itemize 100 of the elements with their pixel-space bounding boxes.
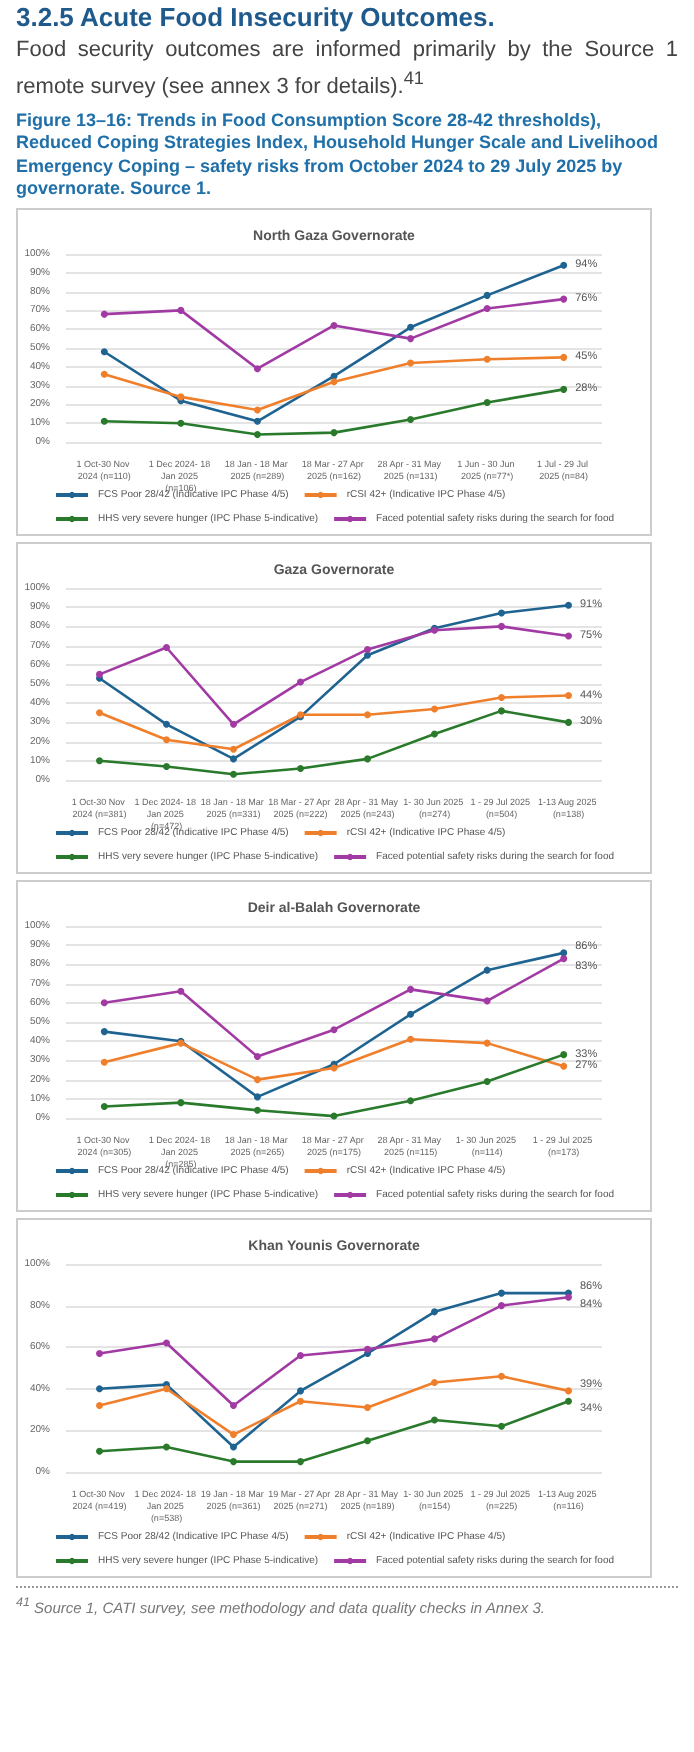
point (163, 643, 170, 651)
point (560, 353, 568, 361)
point (163, 735, 170, 743)
point (297, 764, 304, 772)
point (230, 1442, 237, 1450)
point (565, 691, 572, 699)
point (407, 358, 415, 366)
point (431, 1378, 438, 1386)
point (565, 631, 572, 639)
point (565, 718, 572, 726)
point (483, 398, 491, 406)
point (177, 1098, 185, 1106)
point (100, 998, 108, 1006)
point (230, 745, 237, 753)
point (565, 601, 572, 609)
point (297, 1457, 304, 1465)
point (364, 651, 371, 659)
point (330, 1025, 338, 1033)
point (407, 334, 415, 342)
point (297, 1351, 304, 1359)
point (297, 1397, 304, 1405)
point (230, 720, 237, 728)
point (498, 1372, 505, 1380)
point (431, 1334, 438, 1342)
point (163, 720, 170, 728)
point (498, 1301, 505, 1309)
point (498, 1288, 505, 1296)
point (253, 430, 261, 438)
point (407, 323, 415, 331)
point (560, 385, 568, 393)
point (100, 370, 108, 378)
point (297, 677, 304, 685)
point (96, 1349, 103, 1357)
point (96, 1384, 103, 1392)
point (364, 1403, 371, 1411)
point (253, 1106, 261, 1114)
point (163, 1442, 170, 1450)
point (483, 355, 491, 363)
point (407, 415, 415, 423)
point (565, 1397, 572, 1405)
point (431, 704, 438, 712)
point (96, 708, 103, 716)
point (177, 419, 185, 427)
point (100, 1102, 108, 1110)
point (431, 1415, 438, 1423)
point (177, 306, 185, 314)
point (560, 294, 568, 302)
text: 3.2.5 Acute Food Insecurity Outcomes. (16, 2, 497, 32)
point (565, 1386, 572, 1394)
point (253, 364, 261, 372)
point (100, 309, 108, 317)
point (560, 261, 568, 269)
point (177, 987, 185, 995)
point (364, 1436, 371, 1444)
point (483, 304, 491, 312)
point (560, 954, 568, 962)
point (498, 622, 505, 630)
point (364, 754, 371, 762)
point (330, 428, 338, 436)
caption: Figure 13–16: Trends in Food Consumption Score 28-42 thresholds), Reduced Coping Strategies Index, Household Hunger Scale and Livelihood Emergency Coping – safety risks from October 2024 to 29 July 2025 by governorate. Source 1. (16, 109, 661, 202)
point (498, 693, 505, 701)
point (407, 985, 415, 993)
point (560, 1050, 568, 1058)
point (498, 608, 505, 616)
point (253, 1092, 261, 1100)
point (431, 729, 438, 737)
point (407, 1010, 415, 1018)
point (96, 756, 103, 764)
point (253, 405, 261, 413)
point (483, 965, 491, 973)
point (483, 996, 491, 1004)
point (364, 645, 371, 653)
point (230, 754, 237, 762)
point (330, 321, 338, 329)
point (100, 417, 108, 425)
point (407, 1096, 415, 1104)
point (483, 1077, 491, 1085)
point (230, 1457, 237, 1465)
point (163, 1338, 170, 1346)
text: Food security outcomes are informed primarily by the Source 1 remote survey (see annex 3 for details).$^{41}$ (16, 36, 678, 102)
point (483, 1038, 491, 1046)
point (96, 1447, 103, 1455)
point (483, 291, 491, 299)
point (431, 1307, 438, 1315)
point (297, 1386, 304, 1394)
point (407, 1035, 415, 1043)
point (253, 1075, 261, 1083)
point (163, 762, 170, 770)
point (100, 1058, 108, 1066)
point (96, 1401, 103, 1409)
point (498, 706, 505, 714)
point (230, 1430, 237, 1438)
point (230, 1401, 237, 1409)
point (100, 1027, 108, 1035)
point (230, 770, 237, 778)
point (364, 710, 371, 718)
point (100, 347, 108, 355)
point (253, 1052, 261, 1060)
point (565, 1293, 572, 1301)
point (253, 417, 261, 425)
